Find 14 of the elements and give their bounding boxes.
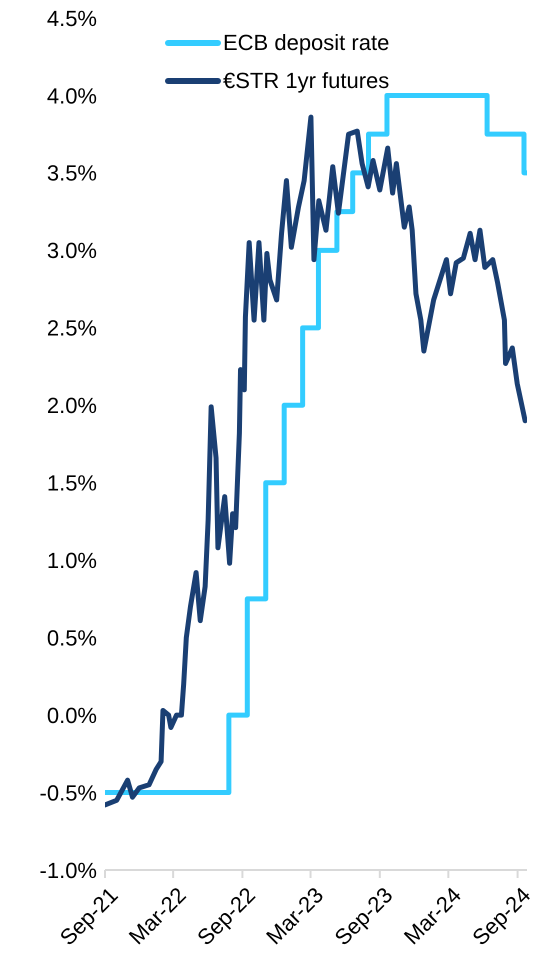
y-tick-label: 1.5% [46,470,97,496]
y-tick-label: 1.0% [46,548,97,573]
y-tick-label: -1.0% [40,858,97,883]
y-tick-label: 2.0% [46,393,97,418]
y-tick-label: 4.0% [46,83,97,108]
legend-label: ECB deposit rate [223,29,390,57]
y-tick-label: 2.5% [46,316,97,341]
y-tick-label: 4.5% [46,6,97,31]
y-tick-label: 3.0% [46,238,97,264]
y-tick-label: 0.0% [46,702,97,728]
y-tick-label: 3.5% [46,160,97,186]
legend-label: €STR 1yr futures [223,67,390,95]
y-tick-label: -0.5% [40,780,97,806]
y-tick-label: 0.5% [46,625,97,650]
